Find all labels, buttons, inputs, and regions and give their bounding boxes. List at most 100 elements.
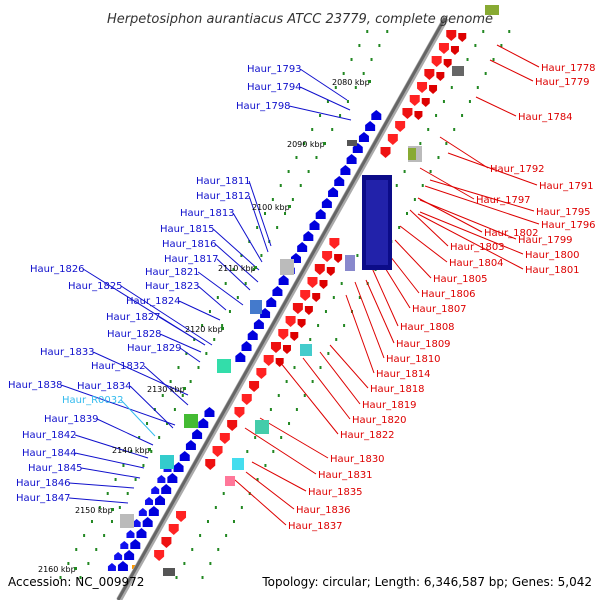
tick-dot — [126, 492, 129, 495]
tick-dot — [370, 58, 373, 61]
gene-arrow — [151, 486, 160, 494]
tick-dot — [59, 576, 62, 579]
gene-label-right: Haur_1808 — [400, 322, 455, 333]
tick-dot — [67, 562, 70, 565]
gene-arrow — [161, 484, 172, 494]
gene-arrow — [132, 519, 141, 527]
leader-line — [120, 285, 213, 346]
tick-dot — [445, 142, 448, 145]
accession-text: Accession: NC_009972 — [8, 575, 144, 589]
kbp-tick — [221, 327, 224, 330]
gene-label-right: Haur_1805 — [433, 274, 488, 285]
gene-label-right: Haur_1803 — [450, 242, 505, 253]
leader-line — [496, 44, 540, 68]
gene-arrow — [145, 497, 154, 505]
tick-dot — [468, 100, 471, 103]
leader-line — [234, 479, 287, 526]
leader-line — [69, 497, 129, 504]
leader-line — [120, 399, 156, 437]
tick-dot — [354, 86, 357, 89]
gene-arrow — [395, 121, 406, 132]
tick-dot — [450, 86, 453, 89]
tick-dot — [406, 212, 409, 215]
gene-arrow — [114, 552, 123, 560]
leader-line — [419, 167, 475, 200]
gene-label-left: Haur_1815 — [160, 224, 215, 235]
gene-block — [217, 359, 231, 373]
gene-arrow — [387, 134, 398, 145]
gene-label-left: Haur_1793 — [247, 64, 302, 75]
tick-dot — [421, 184, 424, 187]
tick-dot — [181, 394, 184, 397]
leader-line — [197, 271, 244, 306]
tick-dot — [285, 380, 288, 383]
tick-dot — [386, 30, 389, 33]
gene-block — [300, 344, 312, 356]
tick-dot — [362, 72, 365, 75]
gene-arrow — [309, 220, 320, 230]
tick-dot — [244, 282, 247, 285]
gene-arrow — [192, 429, 203, 439]
tick-dot — [118, 506, 121, 509]
tick-dot — [153, 408, 156, 411]
tick-dot — [175, 576, 178, 579]
tick-dot — [335, 338, 338, 341]
tick-dot — [326, 100, 329, 103]
gene-label-left: Haur_1823 — [145, 281, 200, 292]
gene-arrow — [312, 293, 321, 302]
kbp-tick — [74, 567, 77, 570]
gene-arrow — [321, 198, 332, 208]
gene-label-right: Haur_1809 — [396, 339, 451, 350]
tick-dot — [319, 366, 322, 369]
tick-dot — [311, 128, 314, 131]
gene-label-right: Haur_1800 — [525, 250, 580, 261]
leader-line — [178, 300, 221, 321]
leader-line — [60, 384, 176, 426]
tick-dot — [246, 450, 249, 453]
gene-arrow — [136, 528, 147, 538]
kbp-tick — [111, 508, 114, 511]
gene-block — [160, 455, 174, 469]
tick-dot — [158, 436, 161, 439]
kbp-tick — [148, 448, 151, 451]
gene-label-left: Haur_1817 — [164, 254, 219, 265]
gene-arrow — [275, 358, 284, 367]
gene-arrow — [292, 303, 303, 314]
gene-arrow — [138, 508, 147, 516]
gene-label-right: Haur_1784 — [518, 112, 573, 123]
kbp-marker: 2130 kbp — [147, 385, 185, 394]
gene-arrow — [272, 286, 283, 296]
tick-dot — [214, 506, 217, 509]
gene-block — [250, 300, 262, 314]
summary-text: Topology: circular; Length: 6,346,587 bp… — [261, 575, 592, 589]
leader-line — [319, 351, 361, 405]
tick-dot — [474, 44, 477, 47]
tick-dot — [413, 198, 416, 201]
leader-line — [365, 279, 395, 344]
tick-dot — [95, 548, 98, 551]
leader-line — [419, 199, 517, 240]
gene-arrow — [458, 33, 467, 42]
gene-label-right: Haur_1778 — [541, 63, 596, 74]
gene-label-right: Haur_1779 — [535, 77, 590, 88]
tick-dot — [500, 44, 503, 47]
leader-line — [489, 59, 534, 82]
tick-dot — [106, 492, 109, 495]
tick-dot — [197, 366, 200, 369]
gene-label-right: Haur_1801 — [525, 265, 580, 276]
tick-dot — [437, 156, 440, 159]
tick-dot — [331, 128, 334, 131]
backbone-line — [116, 17, 447, 600]
leader-line — [475, 96, 517, 117]
tick-dot — [205, 352, 208, 355]
gene-arrow — [300, 290, 311, 301]
gene-arrow — [260, 308, 271, 318]
gene-block — [184, 414, 198, 428]
gene-arrow — [446, 30, 457, 41]
gene-label-left: Haur_1821 — [145, 267, 200, 278]
kbp-marker: 2080 kbp — [332, 78, 370, 87]
tick-dot — [256, 226, 259, 229]
gene-block — [232, 458, 244, 470]
gene-arrow — [429, 85, 438, 94]
map-title: Herpetosiphon aurantiacus ATCC 23779, co… — [107, 12, 493, 27]
